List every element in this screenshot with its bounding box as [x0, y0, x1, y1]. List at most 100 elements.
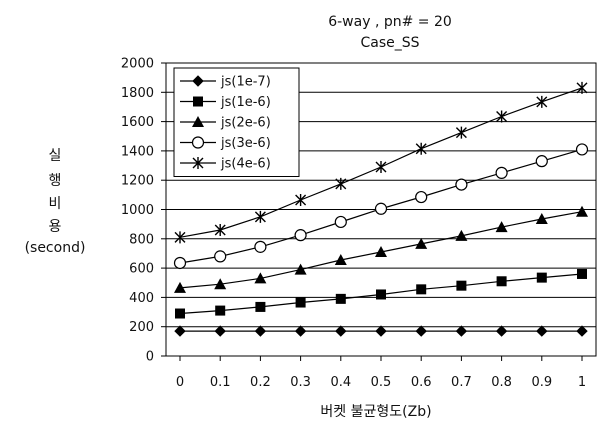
data-point: [335, 325, 347, 337]
data-point: [174, 281, 186, 293]
data-point: [254, 325, 267, 337]
legend-item: js(1e-6): [180, 95, 271, 110]
legend-label: js(3e-6): [220, 136, 271, 151]
y-tick-label: 0: [146, 350, 154, 365]
data-point: [415, 237, 428, 249]
data-point: [455, 178, 468, 191]
series-diamond: [174, 325, 588, 337]
data-point: [174, 325, 186, 337]
series-triangle: [174, 205, 588, 293]
chart-title: 6-way , pn# = 20: [328, 14, 452, 30]
data-point: [254, 210, 266, 223]
data-point: [535, 213, 548, 225]
x-tick-label: 0.4: [330, 375, 351, 390]
x-tick-label: 0.8: [491, 375, 512, 390]
data-point: [415, 325, 427, 337]
data-point: [214, 250, 227, 263]
data-point: [175, 308, 185, 319]
series-asterisk: [174, 81, 588, 244]
data-point: [456, 280, 467, 291]
data-point: [214, 224, 226, 237]
data-point: [215, 305, 226, 316]
legend-marker: [192, 116, 204, 127]
y-tick-label: 2000: [121, 57, 154, 72]
data-point: [577, 268, 587, 279]
y-tick-label: 1600: [121, 115, 154, 130]
y-tick-label: 1000: [121, 203, 154, 218]
legend-label: js(1e-7): [220, 75, 271, 90]
data-point: [254, 240, 267, 253]
data-point: [173, 256, 187, 270]
data-point: [536, 272, 547, 283]
x-tick-label: 0.5: [371, 375, 392, 390]
data-point: [455, 126, 467, 139]
data-point: [295, 297, 306, 308]
data-point: [415, 142, 427, 155]
y-tick-label: 200: [129, 320, 154, 335]
data-point: [294, 263, 307, 275]
data-point: [214, 278, 227, 290]
data-point: [495, 221, 508, 233]
x-tick-label: 0: [176, 375, 184, 390]
x-tick-label: 1: [578, 375, 586, 390]
data-point: [455, 229, 468, 241]
data-point: [375, 325, 387, 337]
data-point: [174, 231, 186, 244]
legend-marker: [192, 157, 204, 169]
legend-label: js(1e-6): [220, 95, 271, 110]
data-point: [295, 193, 307, 206]
data-point: [536, 325, 548, 337]
data-point: [455, 325, 468, 337]
legend-marker: [191, 136, 205, 149]
legend-label: js(4e-6): [220, 157, 271, 172]
x-tick-label: 0.3: [290, 375, 311, 390]
data-point: [294, 229, 307, 242]
data-point: [374, 202, 388, 215]
y-tick-label: 600: [129, 262, 154, 277]
data-point: [335, 177, 347, 190]
legend-item: js(4e-6): [180, 157, 271, 172]
legend-marker: [192, 75, 204, 87]
data-point: [576, 205, 588, 217]
y-axis-label-line: (second): [25, 240, 86, 256]
data-point: [375, 161, 387, 174]
legend-item: js(3e-6): [180, 136, 271, 151]
y-axis-label-line: 용: [49, 219, 62, 235]
x-tick-label: 0.7: [451, 375, 472, 390]
y-tick-label: 800: [129, 232, 154, 247]
data-point: [376, 289, 386, 300]
chart-subtitle: Case_SS: [360, 35, 419, 51]
data-point: [334, 215, 347, 229]
data-point: [575, 143, 589, 156]
x-tick-label: 0.6: [411, 375, 432, 390]
series-circle: [173, 143, 589, 270]
data-point: [496, 276, 507, 287]
data-point: [496, 110, 508, 123]
data-point: [495, 325, 508, 337]
data-point: [375, 245, 387, 257]
y-tick-label: 1200: [121, 174, 154, 189]
data-point: [495, 166, 508, 179]
data-point: [416, 284, 427, 295]
data-point: [214, 325, 226, 337]
y-axis-label-line: 행: [49, 173, 62, 189]
data-point: [335, 293, 346, 304]
data-point: [255, 301, 266, 312]
x-tick-label: 0.9: [531, 375, 552, 390]
legend-label: js(2e-6): [220, 116, 271, 131]
data-point: [535, 155, 548, 168]
x-tick-label: 0.1: [210, 375, 231, 390]
x-tick-label: 0.2: [250, 375, 271, 390]
data-point: [415, 190, 428, 204]
legend-marker: [193, 96, 203, 107]
data-point: [254, 272, 267, 284]
y-tick-label: 1400: [121, 144, 154, 159]
x-axis-label: 버켓 불균형도(Zb): [320, 404, 431, 420]
legend-item: js(2e-6): [180, 116, 271, 131]
legend-item: js(1e-7): [180, 75, 271, 90]
y-axis-label-line: 비: [49, 196, 62, 212]
y-tick-label: 400: [129, 291, 154, 306]
